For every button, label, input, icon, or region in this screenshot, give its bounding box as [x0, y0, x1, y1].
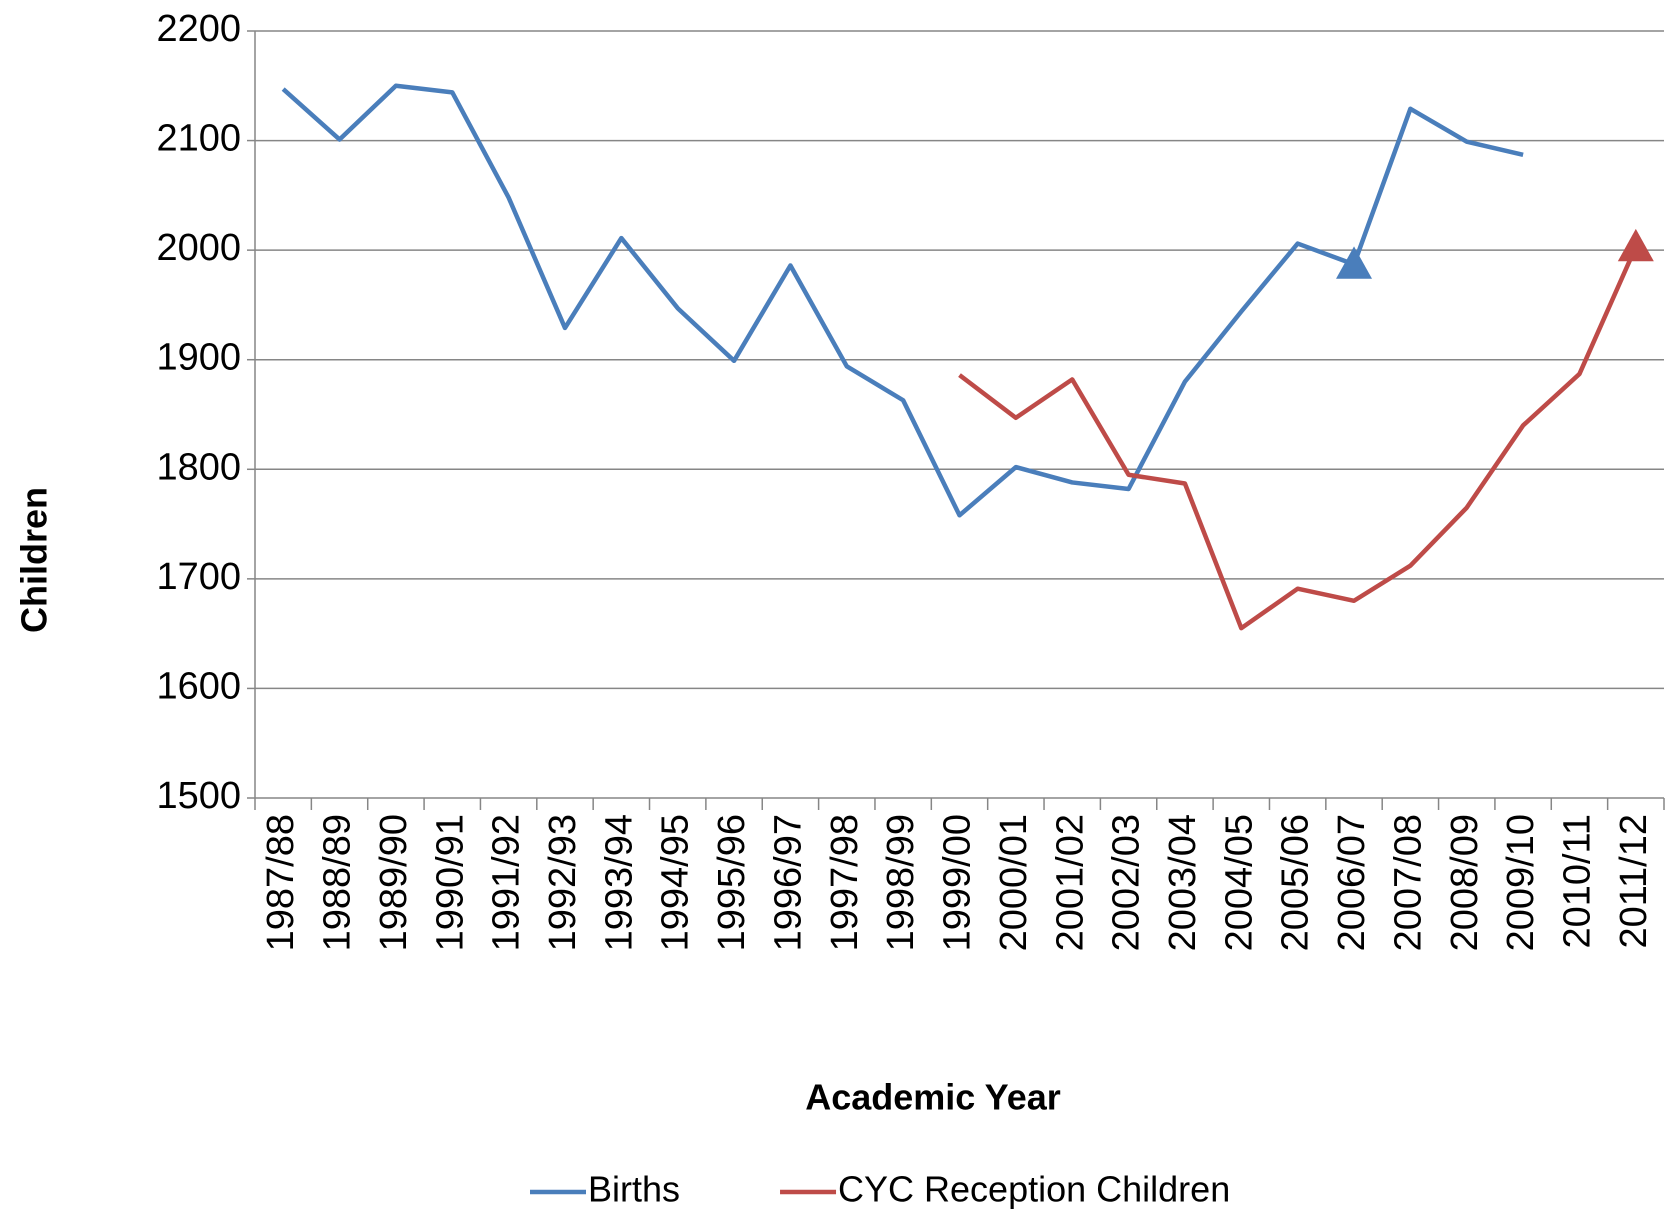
x-tick-label: 1999/00 [937, 814, 979, 951]
y-tick-label: 1500 [156, 775, 241, 817]
series-line [281, 83, 1524, 518]
x-tick-label: 1996/97 [767, 814, 809, 951]
y-tick-label: 1900 [156, 337, 241, 379]
x-tick-label: 1989/90 [373, 814, 415, 951]
x-tick-label: 2005/06 [1275, 814, 1317, 951]
y-tick-label: 1800 [156, 446, 241, 488]
y-axis-title: Children [14, 487, 55, 633]
x-tick-label: 2003/04 [1162, 814, 1204, 951]
x-tick-label: 2001/02 [1049, 814, 1091, 951]
x-tick-label: 1992/93 [542, 814, 584, 951]
x-tick-label: 1995/96 [711, 814, 753, 951]
x-tick-label: 2000/01 [993, 814, 1035, 951]
triangle-marker [1336, 246, 1373, 279]
x-tick-label: 2006/07 [1331, 814, 1373, 951]
y-tick-label: 1600 [156, 665, 241, 707]
x-tick-label: 2007/08 [1387, 814, 1429, 951]
x-tick-label: 1988/89 [317, 814, 359, 951]
x-axis-title: Academic Year [805, 1077, 1061, 1118]
x-tick-label: 2011/12 [1613, 814, 1655, 949]
x-tick-label: 1991/92 [486, 814, 528, 951]
series-line [958, 245, 1638, 631]
x-tick-label: 1987/88 [260, 814, 302, 951]
y-tick-label: 2100 [156, 118, 241, 160]
x-tick-label: 1997/98 [824, 814, 866, 951]
x-tick-label: 2004/05 [1218, 814, 1260, 951]
x-tick-label: 2009/10 [1500, 814, 1542, 951]
x-tick-label: 1994/95 [655, 814, 697, 951]
x-tick-label: 2008/09 [1444, 814, 1486, 951]
x-tick-label: 2010/11 [1556, 814, 1598, 949]
y-tick-label: 1700 [156, 556, 241, 598]
x-tick-label: 1990/91 [429, 814, 471, 951]
y-tick-label: 2000 [156, 227, 241, 269]
x-tick-label: 1998/99 [880, 814, 922, 951]
x-tick-label: 1993/94 [598, 814, 640, 951]
legend-label: Births [588, 1169, 680, 1210]
y-tick-label: 2200 [156, 8, 241, 50]
triangle-marker [1617, 228, 1654, 262]
x-tick-label: 2002/03 [1106, 814, 1148, 951]
legend-label: CYC Reception Children [838, 1169, 1230, 1210]
